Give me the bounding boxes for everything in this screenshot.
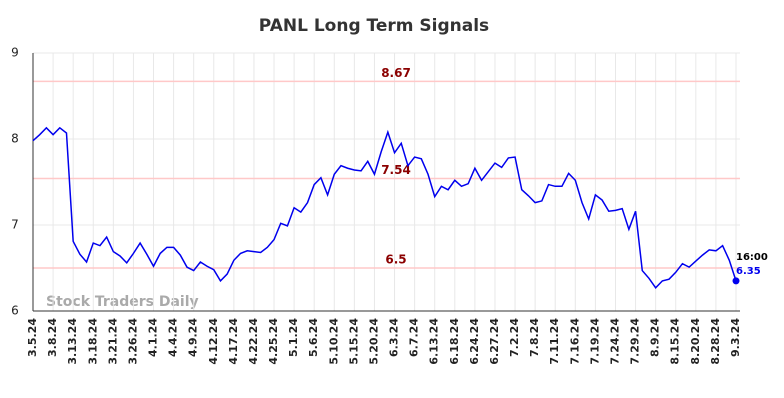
x-tick-label: 4.25.24 xyxy=(267,318,280,365)
x-tick-label: 4.12.24 xyxy=(207,318,220,365)
y-tick-label: 9 xyxy=(11,46,19,60)
x-tick-label: 6.13.24 xyxy=(428,318,441,365)
y-tick-label: 7 xyxy=(11,218,19,232)
x-tick-label: 3.5.24 xyxy=(26,318,39,357)
x-tick-label: 7.2.24 xyxy=(508,318,521,357)
x-tick-label: 9.3.24 xyxy=(729,318,742,357)
x-tick-label: 5.15.24 xyxy=(347,318,360,365)
signal-label: 8.67 xyxy=(381,66,411,80)
x-tick-label: 8.15.24 xyxy=(669,318,682,365)
x-tick-label: 4.4.24 xyxy=(167,318,180,357)
x-tick-label: 5.6.24 xyxy=(307,318,320,357)
x-tick-label: 6.24.24 xyxy=(468,318,481,365)
x-tick-label: 4.22.24 xyxy=(247,318,260,365)
price-line xyxy=(32,126,737,289)
last-value: 6.35 xyxy=(736,266,761,277)
x-tick-label: 6.7.24 xyxy=(408,318,421,357)
x-tick-label: 6.27.24 xyxy=(488,318,501,365)
x-tick-label: 3.26.24 xyxy=(126,318,139,365)
x-tick-label: 4.17.24 xyxy=(227,318,240,365)
chart-title: PANL Long Term Signals xyxy=(259,16,489,36)
watermark: Stock Traders Daily xyxy=(46,294,199,310)
y-tick-label: 6 xyxy=(11,304,19,318)
x-tick-label: 4.9.24 xyxy=(187,318,200,357)
x-tick-label: 3.18.24 xyxy=(86,318,99,365)
x-tick-label: 6.3.24 xyxy=(388,318,401,357)
x-tick-label: 7.24.24 xyxy=(608,318,621,365)
x-tick-label: 5.10.24 xyxy=(327,318,340,365)
y-tick-label: 8 xyxy=(11,132,19,146)
x-tick-label: 7.19.24 xyxy=(588,318,601,365)
x-tick-label: 6.18.24 xyxy=(448,318,461,365)
x-tick-label: 5.1.24 xyxy=(287,318,300,357)
x-tick-label: 3.8.24 xyxy=(46,318,59,357)
x-tick-label: 4.1.24 xyxy=(147,318,160,357)
x-tick-label: 7.16.24 xyxy=(568,318,581,365)
signal-label: 6.5 xyxy=(385,253,406,267)
x-tick-label: 5.20.24 xyxy=(367,318,380,365)
x-tick-label: 3.13.24 xyxy=(66,318,79,365)
last-point xyxy=(732,277,740,285)
signal-label: 7.54 xyxy=(381,163,411,177)
x-tick-label: 8.28.24 xyxy=(709,318,722,365)
last-time: 16:00 xyxy=(736,252,768,263)
x-tick-label: 3.21.24 xyxy=(106,318,119,365)
x-tick-label: 8.9.24 xyxy=(649,318,662,357)
x-tick-label: 7.8.24 xyxy=(528,318,541,357)
x-tick-label: 7.11.24 xyxy=(548,318,561,365)
x-tick-label: 7.29.24 xyxy=(629,318,642,365)
x-tick-label: 8.20.24 xyxy=(689,318,702,365)
